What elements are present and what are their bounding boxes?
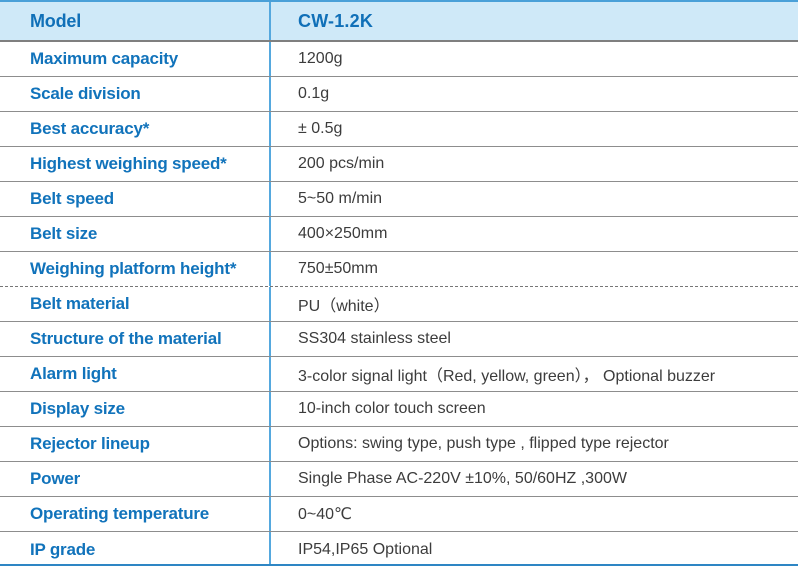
spec-value: Single Phase AC-220V ±10%, 50/60HZ ,300W xyxy=(269,462,798,496)
table-row: Power Single Phase AC-220V ±10%, 50/60HZ… xyxy=(0,462,798,497)
spec-label: Scale division xyxy=(30,84,141,103)
spec-label: IP grade xyxy=(30,539,96,559)
header-model-label: Model xyxy=(30,10,81,31)
spec-value: Options: swing type, push type , flipped… xyxy=(269,427,798,461)
table-row: Weighing platform height* 750±50mm xyxy=(0,252,798,287)
spec-value: 1200g xyxy=(269,42,798,76)
table-row: Scale division 0.1g xyxy=(0,77,798,112)
spec-value: 10-inch color touch screen xyxy=(269,392,798,426)
spec-label: Structure of the material xyxy=(30,329,222,348)
table-header-row: Model CW-1.2K xyxy=(0,2,798,42)
table-row: Belt material PU（white） xyxy=(0,287,798,322)
table-row: Display size 10-inch color touch screen xyxy=(0,392,798,427)
spec-value: 200 pcs/min xyxy=(269,147,798,181)
table-body: Maximum capacity 1200g Scale division 0.… xyxy=(0,42,798,564)
table-row: Belt size 400×250mm xyxy=(0,217,798,252)
spec-label: Display size xyxy=(30,399,125,418)
table-row: Best accuracy* ± 0.5g xyxy=(0,112,798,147)
spec-value: 0.1g xyxy=(269,77,798,111)
spec-value: PU（white） xyxy=(269,287,798,321)
spec-label: Highest weighing speed* xyxy=(30,154,227,173)
spec-label: Belt size xyxy=(30,224,98,243)
spec-label: Alarm light xyxy=(30,364,117,383)
spec-label: Operating temperature xyxy=(30,504,210,523)
spec-value: ± 0.5g xyxy=(269,112,798,146)
spec-label: Best accuracy* xyxy=(30,119,150,138)
spec-label: Rejector lineup xyxy=(30,434,150,453)
header-model-value: CW-1.2K xyxy=(269,2,798,40)
spec-label: Belt material xyxy=(30,294,130,313)
table-row: Maximum capacity 1200g xyxy=(0,42,798,77)
spec-value: 0~40℃ xyxy=(269,497,798,531)
table-row: Alarm light 3-color signal light（Red, ye… xyxy=(0,357,798,392)
table-row: Structure of the material SS304 stainles… xyxy=(0,322,798,357)
spec-value: 400×250mm xyxy=(269,217,798,251)
spec-value: IP54,IP65 Optional xyxy=(269,532,798,564)
table-row: Highest weighing speed* 200 pcs/min xyxy=(0,147,798,182)
table-row: Belt speed 5~50 m/min xyxy=(0,182,798,217)
spec-value: 750±50mm xyxy=(269,252,798,286)
spec-value: 3-color signal light（Red, yellow, green）… xyxy=(269,357,798,391)
spec-label: Maximum capacity xyxy=(30,49,178,68)
spec-value: SS304 stainless steel xyxy=(269,322,798,356)
table-row: IP grade IP54,IP65 Optional xyxy=(0,532,798,564)
table-row: Operating temperature 0~40℃ xyxy=(0,497,798,532)
spec-label: Belt speed xyxy=(30,189,114,208)
spec-label: Weighing platform height* xyxy=(30,259,237,278)
spec-label: Power xyxy=(30,469,81,488)
spec-value: 5~50 m/min xyxy=(269,182,798,216)
table-row: Rejector lineup Options: swing type, pus… xyxy=(0,427,798,462)
